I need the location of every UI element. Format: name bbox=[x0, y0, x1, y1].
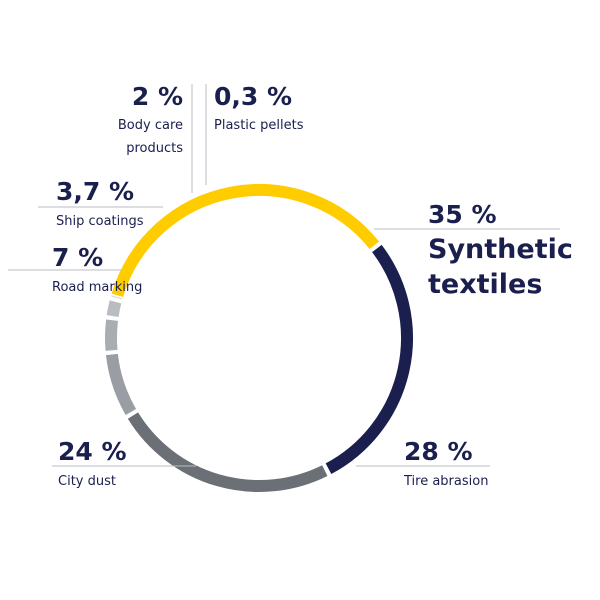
value-label-city: 24 % bbox=[58, 437, 127, 466]
category-label-body-1: Body care bbox=[118, 118, 183, 133]
category-label-road-1: Road marking bbox=[52, 280, 142, 295]
slice-body bbox=[106, 300, 122, 318]
category-label-synthetic-1: Synthetic bbox=[428, 234, 573, 265]
category-label-body-2: products bbox=[126, 141, 183, 156]
slice-ship bbox=[105, 319, 119, 351]
value-label-body: 2 % bbox=[132, 82, 183, 111]
value-label-synthetic: 35 % bbox=[428, 200, 497, 229]
category-label-city-1: City dust bbox=[58, 474, 116, 489]
category-label-tire-1: Tire abrasion bbox=[403, 474, 488, 489]
slice-synthetic bbox=[111, 184, 380, 297]
value-label-ship: 3,7 % bbox=[56, 177, 134, 206]
value-label-pellets: 0,3 % bbox=[214, 82, 292, 111]
category-label-ship-1: Ship coatings bbox=[56, 214, 144, 229]
slice-city bbox=[127, 412, 328, 492]
category-label-pellets-1: Plastic pellets bbox=[214, 118, 304, 133]
slice-road bbox=[105, 353, 137, 415]
slice-tire bbox=[325, 244, 413, 474]
value-label-road: 7 % bbox=[52, 243, 103, 272]
category-label-synthetic-2: textiles bbox=[428, 269, 542, 300]
value-label-tire: 28 % bbox=[404, 437, 473, 466]
